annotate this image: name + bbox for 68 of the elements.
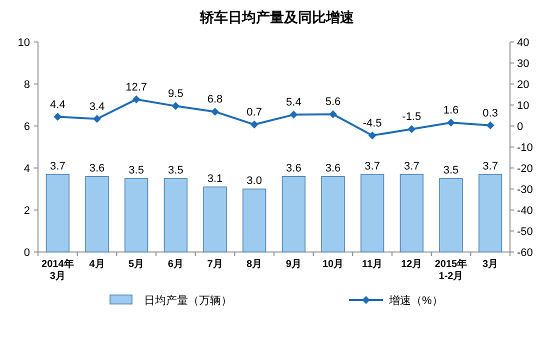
point <box>368 131 376 140</box>
data-label: 4.4 <box>50 98 66 111</box>
data-label: 3.6 <box>286 162 302 174</box>
x-tick-label: 5月 <box>128 259 144 270</box>
x-tick-label: 10月 <box>322 259 344 270</box>
data-label: 5.6 <box>325 96 341 108</box>
x-tick-label: 2015年 1-2月 <box>434 258 468 282</box>
legend-label: 增速（%） <box>388 294 443 307</box>
chart-title: 轿车日均产量及同比增速 <box>199 9 355 25</box>
data-label: 3.4 <box>89 100 105 113</box>
point <box>447 118 455 127</box>
point <box>54 112 62 121</box>
point <box>290 110 298 119</box>
y-tick-label: 6 <box>24 121 30 133</box>
y-tick-label: 10 <box>18 37 30 49</box>
y2-tick-label: -50 <box>517 226 533 238</box>
data-label: 3.7 <box>364 160 380 172</box>
y-tick-label: 4 <box>24 163 30 175</box>
point <box>250 120 258 129</box>
y-tick-label: 8 <box>24 79 30 91</box>
y2-tick-label: -40 <box>517 205 533 217</box>
data-label: -1.5 <box>402 111 422 124</box>
y2-tick-label: -60 <box>517 247 533 259</box>
x-tick-label: 3月 <box>482 259 498 270</box>
data-label: 3.5 <box>128 164 144 176</box>
data-label: 3.1 <box>207 172 223 185</box>
legend-label: 日均产量（万辆） <box>144 294 232 307</box>
data-label: 5.4 <box>286 96 302 109</box>
data-label: 3.7 <box>404 160 420 172</box>
data-label: 0.3 <box>482 107 498 120</box>
data-label: 6.8 <box>207 94 223 106</box>
data-label: 1.6 <box>443 104 459 117</box>
y2-tick-label: 30 <box>517 58 530 70</box>
point <box>211 108 219 116</box>
y2-tick-label: -10 <box>517 142 533 154</box>
data-label: 3.0 <box>246 175 262 187</box>
data-label: 3.6 <box>89 162 105 174</box>
point <box>486 121 494 130</box>
y-tick-label: 0 <box>24 247 30 259</box>
y2-tick-label: -30 <box>517 184 533 196</box>
x-tick-label: 6月 <box>168 259 184 270</box>
y2-tick-label: 10 <box>517 100 530 112</box>
x-tick-label: 8月 <box>246 259 262 270</box>
point <box>408 125 416 134</box>
data-label: -4.5 <box>362 117 382 130</box>
x-tick-label: 7月 <box>207 259 223 270</box>
x-tick-label: 2014年 3月 <box>42 258 74 282</box>
data-label: 3.5 <box>168 164 184 176</box>
y2-tick-label: -20 <box>517 163 533 175</box>
y2-tick-label: 20 <box>517 79 530 91</box>
point <box>329 110 337 118</box>
data-label: 0.7 <box>246 106 262 119</box>
data-label: 3.5 <box>443 164 459 176</box>
x-tick-label: 12月 <box>401 259 422 270</box>
x-tick-label: 11月 <box>362 259 383 270</box>
y2-tick-label: 0 <box>517 121 524 133</box>
x-tick-label: 9月 <box>286 259 302 270</box>
data-label: 9.5 <box>168 88 184 100</box>
data-label: 3.7 <box>482 160 498 172</box>
data-label: 3.6 <box>325 162 341 174</box>
data-label: 3.7 <box>50 160 66 172</box>
point <box>132 95 140 104</box>
data-label: 12.7 <box>126 81 148 94</box>
y2-tick-label: 40 <box>517 37 530 49</box>
y-tick-label: 2 <box>24 205 30 217</box>
x-tick-label: 4月 <box>89 259 105 270</box>
point <box>172 102 180 110</box>
point <box>93 114 101 123</box>
